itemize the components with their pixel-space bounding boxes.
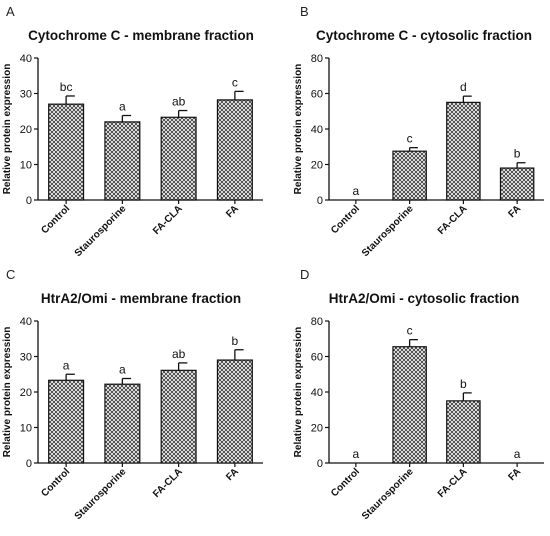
y-tick-label: 40 [20, 316, 32, 328]
significance-letter: bc [60, 80, 73, 94]
bar [48, 103, 85, 201]
significance-letter: c [407, 132, 413, 146]
y-tick-label: 10 [20, 160, 32, 172]
bar [446, 400, 481, 464]
x-tick-label: FA [506, 466, 523, 483]
y-tick-label: 0 [26, 458, 32, 470]
x-tick-label: FA-CLA [436, 203, 470, 237]
panel-label: D [300, 267, 309, 282]
x-tick-label: FA [506, 203, 523, 220]
bar [104, 121, 141, 201]
significance-letter: ab [172, 95, 186, 109]
chart-panel-d: D HtrA2/Omi - cytosolic fraction Relative … [293, 267, 544, 522]
bar [104, 383, 141, 464]
bar [48, 379, 85, 464]
y-tick-label: 40 [311, 387, 323, 399]
significance-letter: a [63, 358, 70, 372]
y-tick-label: 0 [317, 458, 323, 470]
chart-panel-b: B Cytochrome C - cytosolic fraction Relati… [293, 4, 544, 259]
significance-letter: b [514, 147, 521, 161]
significance-letter: a [119, 100, 126, 114]
x-tick-label: Staurosporine [360, 466, 416, 522]
bar [499, 167, 535, 201]
y-tick-label: 20 [20, 124, 32, 136]
significance-letter: b [460, 377, 467, 391]
significance-letter: a [353, 447, 360, 461]
significance-letter: a [353, 184, 360, 198]
x-tick-label: FA-CLA [151, 466, 185, 500]
y-tick-label: 0 [26, 195, 32, 207]
panel-label: A [6, 4, 15, 19]
significance-letter: ab [172, 347, 186, 361]
chart-panel-c: C HtrA2/Omi - membrane fraction Relative p… [2, 267, 263, 522]
bar [160, 369, 197, 464]
significance-letter: a [119, 363, 126, 377]
bar [216, 99, 253, 201]
y-tick-label: 40 [311, 124, 323, 136]
significance-letter: a [514, 447, 521, 461]
y-axis-label: Relative protein expression [2, 327, 13, 458]
bar [392, 150, 427, 201]
significance-letter: c [232, 75, 238, 89]
x-tick-label: Control [329, 466, 362, 499]
chart-title: HtrA2/Omi - cytosolic fraction [329, 291, 520, 306]
significance-letter: d [460, 80, 467, 94]
x-tick-label: Control [39, 203, 72, 236]
x-tick-label: Staurosporine [360, 203, 416, 259]
x-tick-label: FA [224, 203, 241, 220]
x-tick-label: FA [224, 466, 241, 483]
chart-title: HtrA2/Omi - membrane fraction [41, 291, 241, 306]
y-tick-label: 0 [317, 195, 323, 207]
y-tick-label: 40 [20, 53, 32, 65]
y-tick-label: 60 [311, 89, 323, 101]
x-tick-label: Staurosporine [73, 466, 129, 522]
y-tick-label: 10 [20, 423, 32, 435]
y-tick-label: 20 [311, 423, 323, 435]
significance-letter: b [232, 334, 239, 348]
y-tick-label: 80 [311, 316, 323, 328]
panel-label: B [300, 4, 309, 19]
y-tick-label: 60 [311, 352, 323, 364]
chart-title: Cytochrome C - membrane fraction [28, 28, 254, 43]
y-tick-label: 80 [311, 53, 323, 65]
bar [446, 101, 481, 201]
y-tick-label: 20 [20, 387, 32, 399]
y-tick-label: 30 [20, 89, 32, 101]
bar [216, 359, 253, 464]
bar [160, 116, 197, 201]
x-tick-label: Control [39, 466, 72, 499]
chart-panel-a: A Cytochrome C - membrane fraction Relativ… [2, 4, 263, 259]
significance-letter: c [407, 324, 413, 338]
y-axis-label: Relative protein expression [293, 327, 304, 458]
x-tick-label: FA-CLA [151, 203, 185, 237]
y-tick-label: 30 [20, 352, 32, 364]
y-tick-label: 20 [311, 160, 323, 172]
x-tick-label: FA-CLA [436, 466, 470, 500]
bar [392, 346, 427, 464]
chart-title: Cytochrome C - cytosolic fraction [316, 28, 532, 43]
panel-label: C [6, 267, 15, 282]
x-tick-label: Staurosporine [73, 203, 129, 259]
x-tick-label: Control [329, 203, 362, 236]
y-axis-label: Relative protein expression [293, 64, 304, 195]
y-axis-label: Relative protein expression [2, 64, 13, 195]
